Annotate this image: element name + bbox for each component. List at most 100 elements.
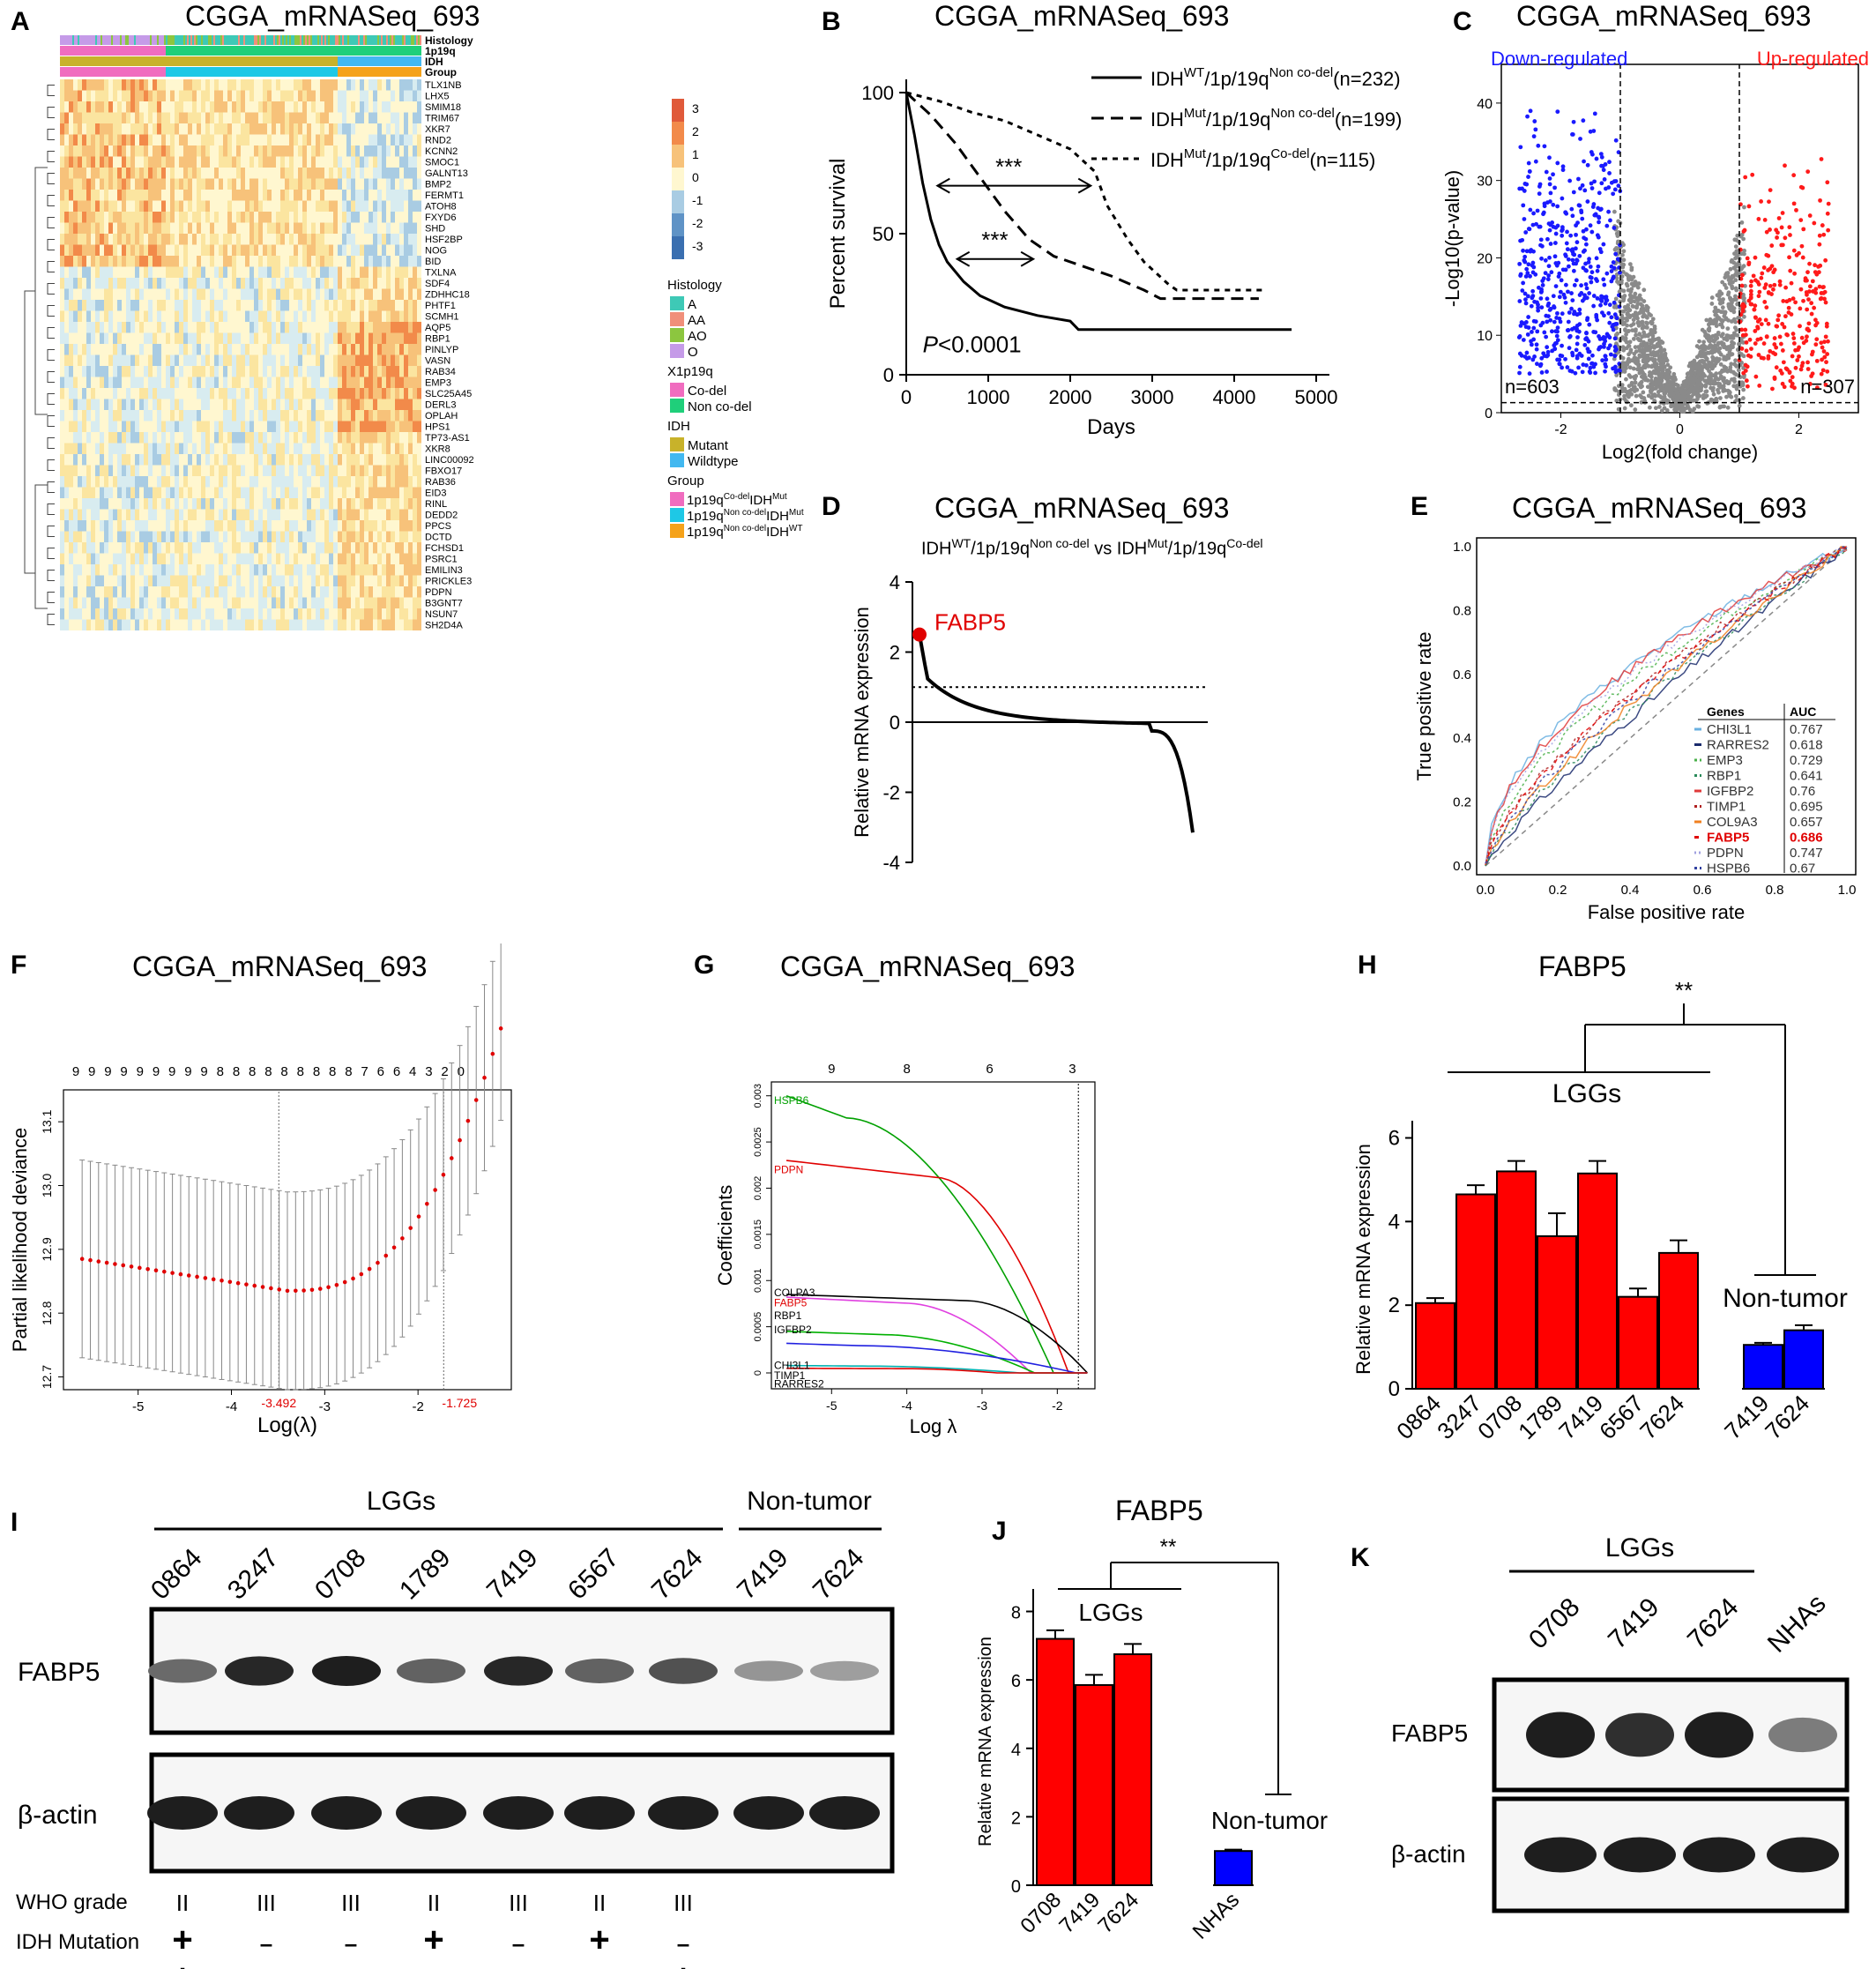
heatmap-cell xyxy=(130,134,135,145)
heatmap-cell xyxy=(78,354,82,366)
heatmap-cell xyxy=(342,586,346,598)
heatmap-cell xyxy=(263,134,267,145)
heatmap-cell xyxy=(188,531,192,542)
heatmap-cell xyxy=(139,399,144,410)
heatmap-cell xyxy=(311,564,316,576)
volcano-point-ns xyxy=(1627,339,1633,345)
heatmap-cell xyxy=(82,465,86,476)
heatmap-cell xyxy=(413,366,417,377)
heatmap-cell xyxy=(91,476,95,488)
heatmap-cell xyxy=(64,156,69,168)
heatmap-cell xyxy=(346,531,351,542)
heatmap-cell xyxy=(166,410,170,421)
heatmap-cell xyxy=(197,234,201,245)
heatmap-cell xyxy=(210,134,214,145)
histology-track-cell xyxy=(62,35,63,45)
heatmap-cell xyxy=(117,134,122,145)
heatmap-cell xyxy=(91,134,95,145)
heatmap-cell xyxy=(395,244,399,256)
heatmap-cell xyxy=(245,79,249,91)
heatmap-cell xyxy=(227,454,232,466)
heatmap-cell xyxy=(214,168,219,179)
heatmap-cell xyxy=(324,112,329,123)
heatmap-cell xyxy=(355,487,360,498)
heatmap-cell xyxy=(108,178,113,190)
heatmap-cell xyxy=(320,79,324,91)
heatmap-cell xyxy=(188,575,192,586)
heatmap-cell xyxy=(86,310,91,322)
heatmap-cell xyxy=(60,178,64,190)
heatmap-cell xyxy=(91,156,95,168)
heatmap-cell xyxy=(122,575,126,586)
heatmap-cell xyxy=(69,101,73,113)
heatmap-cell xyxy=(276,509,280,520)
histology-track-cell xyxy=(122,35,123,45)
heatmap-cell xyxy=(272,553,276,564)
heatmap-cell xyxy=(227,256,232,267)
heatmap-cell xyxy=(404,432,408,444)
heatmap-cell xyxy=(364,79,368,91)
heatmap-cell xyxy=(399,377,404,388)
volcano-point-ns xyxy=(1692,406,1697,412)
heatmap-cell xyxy=(153,564,157,576)
heatmap-cell xyxy=(408,354,413,366)
heatmap-cell xyxy=(391,322,395,333)
heatmap-cell xyxy=(100,300,104,311)
heatmap-cell xyxy=(130,520,135,532)
heatmap-cell xyxy=(192,608,197,620)
heatmap-cell xyxy=(153,134,157,145)
heatmap-cell xyxy=(91,465,95,476)
heatmap-cell xyxy=(175,244,179,256)
heatmap-cell xyxy=(205,476,210,488)
heatmap-cell xyxy=(245,410,249,421)
heatmap-cell xyxy=(192,366,197,377)
heatmap-cell xyxy=(135,278,139,289)
heatmap-cell xyxy=(276,134,280,145)
heatmap-cell xyxy=(153,421,157,432)
heatmap-cell xyxy=(170,619,175,630)
heatmap-cell xyxy=(148,586,153,598)
dendrogram-branch xyxy=(47,503,55,515)
heatmap-cell xyxy=(329,344,333,355)
heatmap-cell xyxy=(219,608,223,620)
heatmap-cell xyxy=(285,531,289,542)
histology-track-cell xyxy=(346,35,347,45)
heatmap-cell xyxy=(333,421,338,432)
heatmap-cell xyxy=(386,90,391,101)
heatmap-cell xyxy=(219,476,223,488)
histology-track-cell xyxy=(171,35,173,45)
heatmap-cell xyxy=(205,79,210,91)
heatmap-cell xyxy=(280,421,285,432)
heatmap-cell xyxy=(249,256,254,267)
heatmap-cell xyxy=(69,310,73,322)
histology-track-cell xyxy=(344,35,346,45)
heatmap-cell xyxy=(126,322,130,333)
heatmap-cell xyxy=(395,542,399,554)
heatmap-cell xyxy=(263,432,267,444)
heatmap-cell xyxy=(395,266,399,278)
heatmap-cell xyxy=(368,101,373,113)
heatmap-cell xyxy=(232,564,236,576)
heatmap-cell xyxy=(267,190,272,201)
heatmap-cell xyxy=(175,278,179,289)
heatmap-cell xyxy=(276,531,280,542)
heatmap-cell xyxy=(316,101,320,113)
heatmap-cell xyxy=(69,520,73,532)
dendrogram-branch xyxy=(47,349,55,361)
heatmap-cell xyxy=(351,586,355,598)
heatmap-cell xyxy=(73,266,78,278)
heatmap-cell xyxy=(144,322,148,333)
heatmap-cell xyxy=(241,90,245,101)
heatmap-cell xyxy=(82,564,86,576)
heatmap-cell xyxy=(192,90,197,101)
heatmap-cell xyxy=(258,190,263,201)
heatmap-cell xyxy=(272,443,276,454)
heatmap-cell xyxy=(413,619,417,630)
heatmap-cell xyxy=(316,90,320,101)
heatmap-cell xyxy=(298,509,302,520)
heatmap-cell xyxy=(153,542,157,554)
heatmap-cell xyxy=(95,564,100,576)
heatmap-cell xyxy=(170,366,175,377)
heatmap-cell xyxy=(179,256,183,267)
legend-swatch xyxy=(670,453,684,467)
